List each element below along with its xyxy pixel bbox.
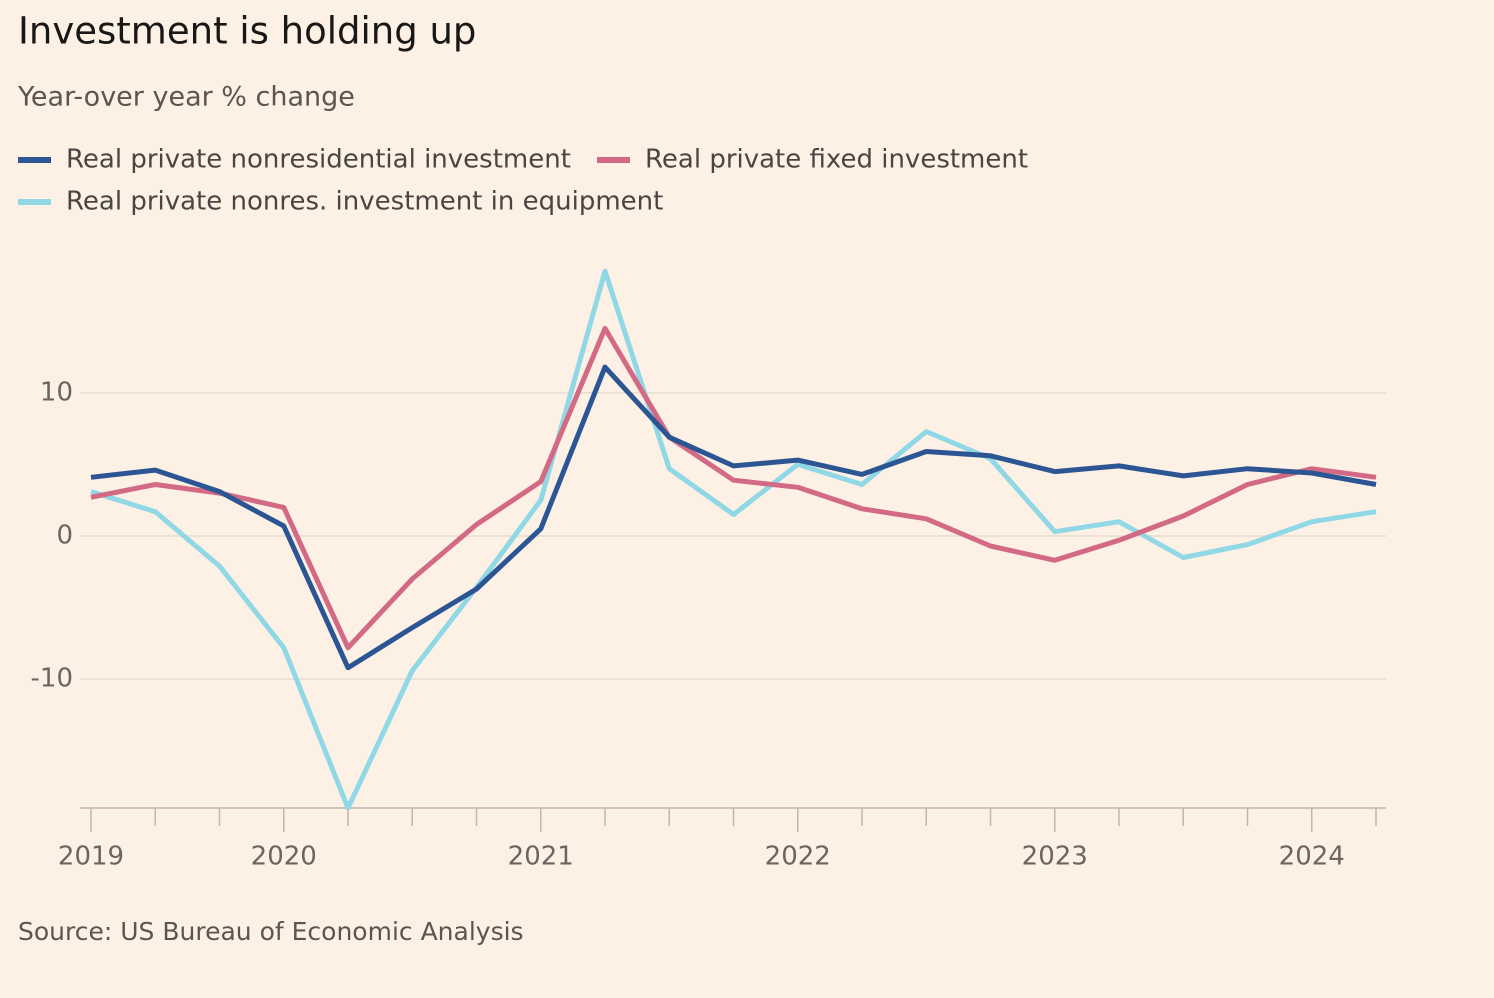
legend-swatch (597, 157, 630, 163)
series-line (90, 325, 1377, 651)
y-tick-label: 0 (56, 521, 73, 551)
x-tick-label: 2019 (58, 842, 124, 872)
x-tick-label: 2022 (765, 842, 831, 872)
legend-label: Real private fixed investment (645, 145, 1028, 175)
x-tick-label: 2024 (1279, 842, 1345, 872)
source: Source: US Bureau of Economic Analysis (18, 917, 524, 946)
y-tick-label: -10 (31, 664, 73, 694)
x-tick-label: 2021 (508, 842, 574, 872)
legend-swatch (18, 157, 51, 163)
series-line (90, 364, 1377, 671)
legend-label: Real private nonresidential investment (66, 145, 571, 175)
x-tick-label: 2020 (251, 842, 317, 872)
chart-subtitle: Year-over year % change (17, 82, 355, 113)
series-line (90, 268, 1377, 811)
y-tick-label: 10 (40, 377, 73, 407)
chart-title: Investment is holding up (18, 10, 476, 53)
x-tick-label: 2023 (1022, 842, 1088, 872)
legend-swatch (18, 199, 51, 205)
legend-label: Real private nonres. investment in equip… (66, 187, 663, 217)
